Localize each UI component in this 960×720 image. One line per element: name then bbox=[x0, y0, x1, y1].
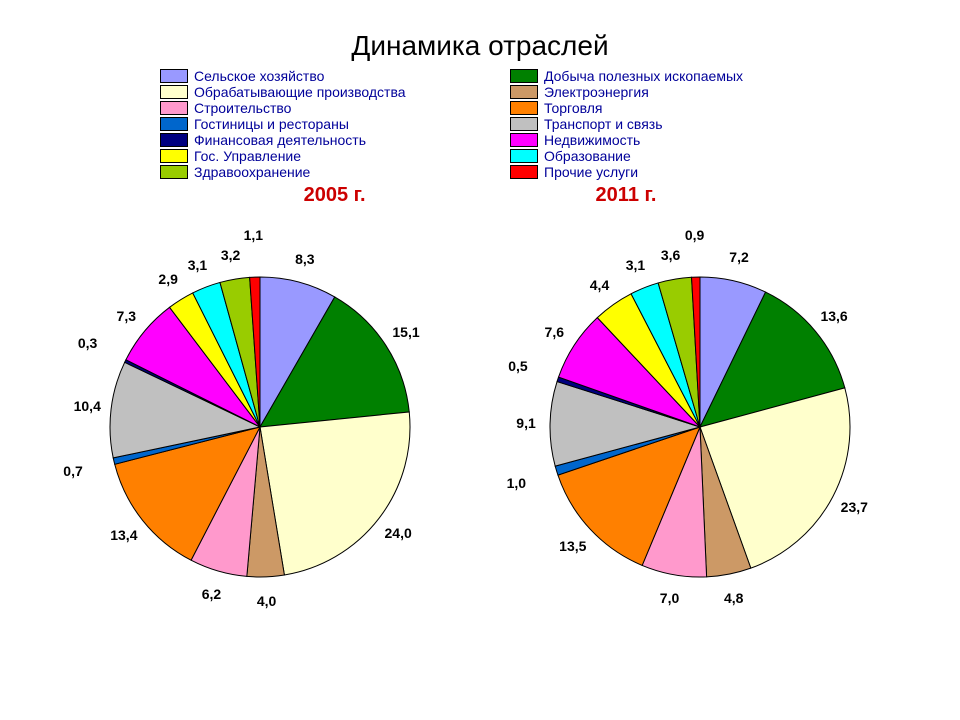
slice-label: 9,1 bbox=[516, 415, 535, 431]
legend-label: Обрабатывающие производства bbox=[194, 84, 406, 100]
legend-item: Гостиницы и рестораны bbox=[160, 116, 450, 132]
slice-label: 6,2 bbox=[202, 586, 221, 602]
legend-label: Добыча полезных ископаемых bbox=[544, 68, 743, 84]
slice-label: 7,2 bbox=[729, 249, 748, 265]
legend: Сельское хозяйство Добыча полезных ископа… bbox=[160, 68, 800, 180]
legend-item: Образование bbox=[510, 148, 800, 164]
legend-label: Электроэнергия bbox=[544, 84, 649, 100]
legend-label: Финансовая деятельность bbox=[194, 132, 366, 148]
legend-item: Финансовая деятельность bbox=[160, 132, 450, 148]
slice-label: 13,4 bbox=[110, 527, 137, 543]
legend-item: Сельское хозяйство bbox=[160, 68, 450, 84]
legend-item: Обрабатывающие производства bbox=[160, 84, 450, 100]
slice-label: 0,7 bbox=[63, 463, 82, 479]
slice-label: 0,9 bbox=[685, 227, 704, 243]
legend-item: Недвижимость bbox=[510, 132, 800, 148]
slice-label: 24,0 bbox=[385, 525, 412, 541]
legend-item: Здравоохранение bbox=[160, 164, 450, 180]
legend-swatch bbox=[510, 133, 538, 147]
legend-swatch bbox=[160, 133, 188, 147]
legend-swatch bbox=[510, 101, 538, 115]
legend-swatch bbox=[160, 165, 188, 179]
legend-swatch bbox=[160, 117, 188, 131]
slice-label: 7,0 bbox=[660, 590, 679, 606]
slice-label: 3,1 bbox=[626, 257, 645, 273]
slice-label: 3,6 bbox=[661, 247, 680, 263]
pie-2005: 8,315,124,04,06,213,40,710,40,37,32,93,1… bbox=[70, 207, 450, 627]
slice-label: 4,0 bbox=[257, 593, 276, 609]
chart-title: Динамика отраслей bbox=[0, 0, 960, 68]
legend-label: Образование bbox=[544, 148, 631, 164]
legend-item: Электроэнергия bbox=[510, 84, 800, 100]
slice-label: 1,1 bbox=[244, 227, 263, 243]
slice-label: 1,0 bbox=[507, 475, 526, 491]
slice-label: 4,4 bbox=[590, 277, 609, 293]
legend-label: Здравоохранение bbox=[194, 164, 310, 180]
slice-label: 7,6 bbox=[545, 324, 564, 340]
slice-label: 3,1 bbox=[188, 257, 207, 273]
slice-label: 10,4 bbox=[74, 398, 101, 414]
slice-label: 15,1 bbox=[392, 324, 419, 340]
slice-label: 0,3 bbox=[78, 335, 97, 351]
legend-label: Недвижимость bbox=[544, 132, 640, 148]
legend-label: Строительство bbox=[194, 100, 291, 116]
legend-item: Гос. Управление bbox=[160, 148, 450, 164]
slice-label: 3,2 bbox=[221, 247, 240, 263]
legend-label: Гостиницы и рестораны bbox=[194, 116, 349, 132]
slice-label: 13,5 bbox=[559, 538, 586, 554]
legend-item: Прочие услуги bbox=[510, 164, 800, 180]
legend-swatch bbox=[510, 69, 538, 83]
legend-swatch bbox=[160, 101, 188, 115]
slice-label: 7,3 bbox=[117, 308, 136, 324]
slice-label: 4,8 bbox=[724, 590, 743, 606]
legend-swatch bbox=[510, 149, 538, 163]
year-labels: 2005 г. 2011 г. bbox=[0, 184, 960, 207]
legend-label: Сельское хозяйство bbox=[194, 68, 324, 84]
legend-swatch bbox=[160, 69, 188, 83]
legend-swatch bbox=[160, 149, 188, 163]
slice-label: 0,5 bbox=[508, 358, 527, 374]
year-2005: 2005 г. bbox=[304, 184, 366, 207]
legend-swatch bbox=[510, 85, 538, 99]
pie-svg bbox=[510, 207, 890, 627]
pie-charts: 8,3 15,1 24,0 4,0 6,2 13,4 0,7 10,4 0,3 7,3 2,9 3,1… bbox=[0, 207, 960, 627]
slice-label: 13,6 bbox=[820, 308, 847, 324]
legend-item: Добыча полезных ископаемых bbox=[510, 68, 800, 84]
pie-svg bbox=[70, 207, 450, 627]
slice-label: 2,9 bbox=[158, 271, 177, 287]
slice-label: 8,3 bbox=[295, 251, 314, 267]
legend-label: Транспорт и связь bbox=[544, 116, 663, 132]
legend-item: Строительство bbox=[160, 100, 450, 116]
legend-label: Гос. Управление bbox=[194, 148, 301, 164]
slice-label: 23,7 bbox=[841, 499, 868, 515]
legend-item: Торговля bbox=[510, 100, 800, 116]
pie-slice bbox=[260, 412, 410, 575]
legend-swatch bbox=[510, 117, 538, 131]
legend-item: Транспорт и связь bbox=[510, 116, 800, 132]
legend-label: Торговля bbox=[544, 100, 602, 116]
legend-swatch bbox=[510, 165, 538, 179]
year-2011: 2011 г. bbox=[596, 184, 657, 207]
pie-2011: 7,2 13,6 23,7 4,8 7,0 13,5 1,0 9,1 0,5 7,6 4,4 3,1 3… bbox=[510, 207, 890, 627]
legend-swatch bbox=[160, 85, 188, 99]
legend-label: Прочие услуги bbox=[544, 164, 638, 180]
